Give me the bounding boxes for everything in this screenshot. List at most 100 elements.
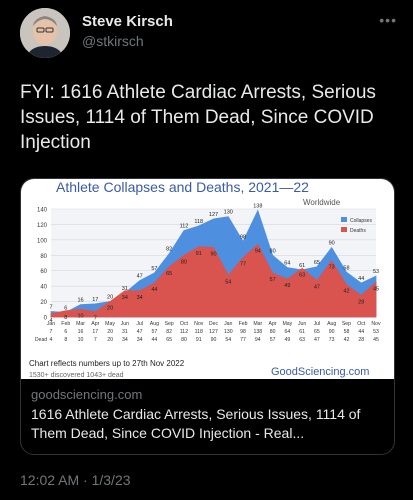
tweet-text: FYI: 1616 Athlete Cardiac Arrests, Serio… xyxy=(20,82,376,153)
card-title[interactable]: 1616 Athlete Cardiac Arrests, Serious Is… xyxy=(31,406,361,441)
x-tick-label: Aug xyxy=(327,321,336,327)
chart-legend: Collapses Deaths xyxy=(341,217,372,234)
data-label-collapses: 44 xyxy=(358,276,364,282)
table-cell-collapses: 44 xyxy=(358,329,364,335)
data-label-collapses: 16 xyxy=(77,298,83,304)
link-card[interactable]: Athlete Collapses and Deaths, 2021—22 Wo… xyxy=(20,178,395,455)
table-cell-collapses: 98 xyxy=(240,329,246,335)
data-label-deaths: 34 xyxy=(122,295,128,301)
data-label-deaths: 49 xyxy=(284,283,290,289)
table-cell-deaths: 73 xyxy=(329,337,335,343)
data-label-deaths: 8 xyxy=(64,315,67,321)
tweet-timestamp[interactable]: 12:02 AM · 1/3/23 xyxy=(20,472,131,488)
x-tick-label: Dec xyxy=(209,321,219,327)
data-label-collapses: 58 xyxy=(343,265,349,271)
data-label-deaths: 65 xyxy=(166,271,172,277)
x-tick-label: Sep xyxy=(342,321,351,327)
table-cell-collapses: 90 xyxy=(329,329,335,335)
data-label-collapses: 82 xyxy=(166,247,172,253)
table-cell-deaths: 34 xyxy=(122,337,128,343)
chart-watermark: GoodSciencing.com xyxy=(271,366,369,378)
x-tick-label: Feb xyxy=(239,321,248,327)
table-cell-collapses: 17 xyxy=(92,329,98,335)
data-label-deaths: 47 xyxy=(314,285,320,291)
data-label-deaths: 80 xyxy=(181,259,187,265)
chart-footnote: Chart reflects numbers up to 27th Nov 20… xyxy=(29,359,185,368)
x-tick-label: Jul xyxy=(136,321,143,327)
x-tick-label: Nov xyxy=(194,321,204,327)
x-tick-label: Mar xyxy=(253,321,262,327)
data-label-collapses: 20 xyxy=(107,295,113,301)
more-icon[interactable]: ••• xyxy=(379,12,397,28)
avatar[interactable] xyxy=(20,8,70,58)
table-cell-deaths: 4 xyxy=(50,337,53,343)
data-label-deaths: 90 xyxy=(210,252,216,258)
table-cell-deaths: 28 xyxy=(358,337,364,343)
table-cell-collapses: 127 xyxy=(209,329,218,335)
table-cell-deaths: 7 xyxy=(94,337,97,343)
series-area-deaths xyxy=(50,243,377,318)
data-label-collapses: 112 xyxy=(180,224,189,230)
x-tick-label: May xyxy=(282,321,292,327)
data-label-deaths: 28 xyxy=(358,299,364,305)
chart-footnote-partial: 1530+ discovered 1043+ dead xyxy=(29,372,124,379)
table-cell-deaths: 94 xyxy=(255,337,261,343)
table-cell-deaths: 65 xyxy=(166,337,172,343)
y-tick-label: 100 xyxy=(37,238,48,244)
data-label-collapses: 65 xyxy=(314,260,320,266)
legend-swatch-collapses xyxy=(341,217,347,222)
table-cell-deaths: 10 xyxy=(78,337,84,343)
table-cell-collapses: 82 xyxy=(166,329,172,335)
data-label-collapses: 118 xyxy=(194,219,203,225)
data-label-collapses: 64 xyxy=(284,261,290,267)
card-image[interactable]: Athlete Collapses and Deaths, 2021—22 Wo… xyxy=(21,179,394,379)
y-tick-label: 40 xyxy=(40,285,47,291)
table-cell-collapses: 64 xyxy=(284,329,290,335)
x-tick-label: May xyxy=(105,321,115,327)
y-tick-label: 80 xyxy=(40,254,47,260)
card-domain[interactable]: goodsciencing.com xyxy=(31,387,143,402)
x-tick-label: Jul xyxy=(314,321,321,327)
x-tick-label: Apr xyxy=(91,321,99,327)
data-label-deaths: 77 xyxy=(240,262,246,268)
table-cell-collapses: 58 xyxy=(344,329,350,335)
x-tick-label: Aug xyxy=(150,321,159,327)
table-cell-deaths: 91 xyxy=(196,337,202,343)
data-label-deaths: 7 xyxy=(94,316,97,322)
table-cell-collapses: 47 xyxy=(137,329,143,335)
table-cell-deaths: 77 xyxy=(240,337,246,343)
x-tick-label: Feb xyxy=(61,321,70,327)
athlete-chart: Athlete Collapses and Deaths, 2021—22 Wo… xyxy=(29,179,381,379)
x-tick-label: Oct xyxy=(357,321,366,327)
table-cell-collapses: 31 xyxy=(122,329,128,335)
data-label-collapses: 127 xyxy=(209,212,218,218)
author-handle[interactable]: @stkirsch xyxy=(82,33,144,49)
table-cell-deaths: 49 xyxy=(284,337,290,343)
table-cell-collapses: 6 xyxy=(64,329,67,335)
table-cell-deaths: 47 xyxy=(314,337,320,343)
table-cell-deaths: 34 xyxy=(137,337,143,343)
x-tick-label: Oct xyxy=(180,321,189,327)
data-label-deaths: 4 xyxy=(49,318,52,324)
table-cell-collapses: 57 xyxy=(152,329,158,335)
data-label-collapses: 7 xyxy=(49,305,52,311)
x-tick-label: Jun xyxy=(298,321,306,327)
data-label-deaths: 63 xyxy=(299,272,305,278)
data-label-deaths: 10 xyxy=(77,313,83,319)
table-cell-collapses: 53 xyxy=(373,329,379,335)
data-label-deaths: 91 xyxy=(196,251,202,257)
table-cell-collapses: 118 xyxy=(195,329,203,335)
y-tick-label: 0 xyxy=(44,316,48,322)
table-cell-deaths: 45 xyxy=(373,337,379,343)
data-label-collapses: 31 xyxy=(122,286,128,292)
x-tick-label: Jan xyxy=(224,321,232,327)
table-cell-deaths: 44 xyxy=(152,337,158,343)
data-label-collapses: 61 xyxy=(299,263,305,269)
table-cell-collapses: 7 xyxy=(50,329,53,335)
x-tick-label: Nov xyxy=(371,321,381,327)
y-tick-label: 140 xyxy=(37,208,48,214)
author-name[interactable]: Steve Kirsch xyxy=(82,13,173,30)
data-label-deaths: 94 xyxy=(255,248,261,254)
data-label-deaths: 57 xyxy=(270,277,276,283)
table-cell-deaths: 54 xyxy=(225,337,231,343)
